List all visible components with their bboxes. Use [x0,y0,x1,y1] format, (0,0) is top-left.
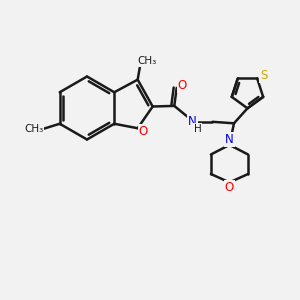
Text: O: O [225,181,234,194]
Text: S: S [260,69,268,82]
Text: H: H [194,124,201,134]
Text: O: O [139,125,148,138]
Text: N: N [225,133,234,146]
Text: CH₃: CH₃ [138,56,157,66]
Text: N: N [188,115,197,128]
Text: CH₃: CH₃ [24,124,44,134]
Text: O: O [178,79,187,92]
